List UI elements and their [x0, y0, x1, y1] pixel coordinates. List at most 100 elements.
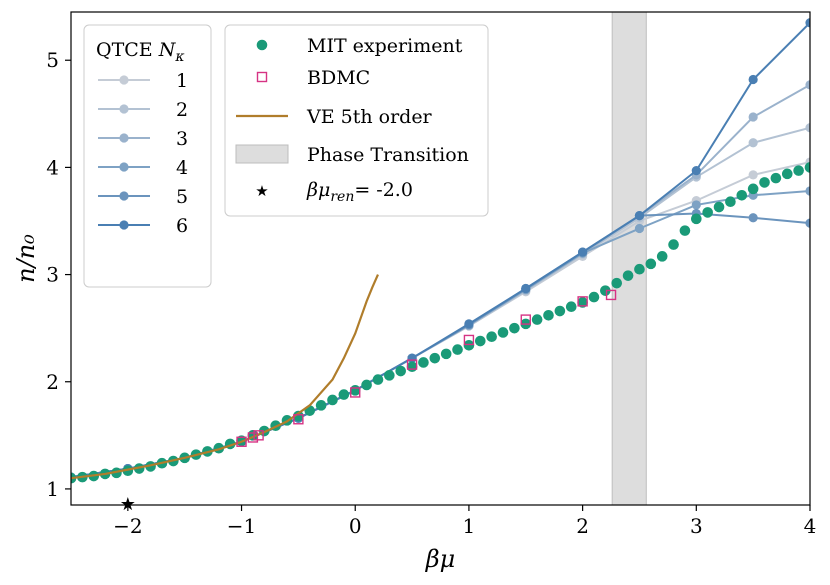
mit-point-28 — [384, 370, 395, 381]
qtce-point-3-12 — [748, 112, 758, 122]
qtce-point-4-13 — [805, 186, 810, 196]
mit-point-30 — [406, 361, 418, 373]
axes-frame — [70, 11, 811, 506]
mit-point-38 — [497, 327, 509, 338]
mit-point-50 — [634, 263, 645, 275]
qtce-legend-marker-2 — [119, 104, 129, 114]
qtce-point-3-13 — [805, 80, 810, 90]
qtce-point-6-6 — [407, 353, 417, 363]
legend-star-label-main: βμ — [306, 179, 330, 201]
mit-point-61 — [759, 177, 770, 188]
mit-point-51 — [645, 258, 657, 270]
x-tick-label-2: 0 — [349, 514, 362, 538]
qtce-point-6-7 — [464, 319, 474, 329]
qtce-point-6-10 — [634, 211, 645, 221]
legend-ve-label: VE 5th order — [306, 106, 433, 128]
mit-point-57 — [713, 201, 725, 213]
qtce-legend-title: QTCE Nκ — [96, 39, 185, 65]
legend-star-label-suffix: = -2.0 — [354, 179, 413, 201]
mit-point-48 — [611, 277, 623, 289]
mit-point-29 — [395, 365, 407, 377]
y-tick-label-0: 1 — [46, 477, 59, 501]
qtce-point-4-11 — [691, 200, 701, 210]
bdmc-point-0 — [236, 436, 247, 447]
mit-point-60 — [747, 183, 759, 195]
bdmc-point-3 — [293, 414, 304, 425]
mit-point-36 — [474, 335, 486, 347]
mit-point-32 — [429, 352, 441, 364]
mit-point-35 — [463, 340, 475, 351]
qtce-legend-marker-6 — [119, 220, 129, 230]
mit-point-22 — [315, 400, 327, 411]
mit-point-37 — [486, 331, 497, 343]
qtce-point-1-12 — [748, 170, 758, 180]
qtce-legend-label-1: 1 — [176, 70, 188, 92]
mit-point-56 — [702, 207, 713, 218]
mit-point-49 — [622, 270, 634, 281]
y-axis-label: n/n₀ — [12, 234, 40, 283]
mit-point-27 — [372, 374, 384, 385]
mit-point-24 — [338, 389, 350, 400]
mit-point-58 — [725, 196, 736, 207]
legend-star-label-sub: ren — [330, 189, 354, 205]
qtce-legend-marker-5 — [119, 191, 129, 201]
qtce-point-5-12 — [748, 213, 758, 223]
legend-phase-patch — [235, 144, 289, 164]
qtce-legend-label-6: 6 — [176, 215, 188, 237]
mit-point-25 — [349, 385, 361, 396]
qtce-legend-title-n: N — [158, 39, 177, 61]
qtce-legend-label-5: 5 — [176, 186, 188, 208]
qtce-legend-label-2: 2 — [176, 99, 188, 121]
legend-bdmc-marker — [256, 71, 268, 83]
mit-point-23 — [327, 394, 338, 406]
legend-star-label: βμren= -2.0 — [306, 179, 413, 205]
mit-point-59 — [736, 189, 748, 201]
qtce-legend-marker-1 — [119, 75, 129, 85]
bdmc-point-4 — [350, 387, 361, 398]
bdmc-point-5 — [406, 359, 418, 370]
legend-mit-label: MIT experiment — [307, 35, 463, 57]
mit-point-65 — [804, 162, 810, 173]
mit-point-62 — [770, 172, 782, 184]
mit-point-31 — [418, 357, 429, 368]
mit-point-41 — [531, 314, 543, 325]
x-axis-label: βμ — [425, 545, 455, 573]
mit-point-43 — [554, 305, 566, 317]
x-tick-label-4: 2 — [576, 514, 589, 538]
x-tick-label-3: 1 — [463, 514, 476, 538]
mit-point-64 — [793, 165, 804, 176]
x-tick-label-0: −2 — [113, 514, 142, 538]
mit-point-42 — [543, 310, 554, 321]
bdmc-point-6 — [463, 334, 475, 346]
legend-phase-label: Phase Transition — [307, 144, 469, 166]
qtce-point-6-13 — [805, 18, 810, 28]
qtce-point-6-12 — [748, 74, 758, 85]
mit-point-52 — [656, 251, 668, 262]
mit-point-34 — [452, 344, 463, 355]
qtce-legend-label-3: 3 — [176, 128, 188, 150]
qtce-point-6-9 — [578, 247, 588, 257]
mit-point-39 — [509, 322, 520, 334]
mit-point-26 — [361, 379, 372, 391]
y-tick-label-1: 2 — [46, 370, 59, 394]
y-tick-label-2: 3 — [46, 263, 59, 287]
x-tick-label-6: 4 — [804, 514, 817, 538]
qtce-legend-box — [83, 24, 212, 288]
ve-5th-order-line — [71, 274, 379, 480]
phase-transition-band — [611, 12, 647, 505]
qtce-point-5-13 — [805, 218, 810, 228]
qtce-point-6-8 — [521, 283, 531, 294]
mit-point-46 — [588, 291, 600, 303]
mit-point-45 — [577, 297, 588, 308]
axes: ★ −2 −1 0 1 2 3 4 1 2 3 4 5 βμ n/n₀ — [12, 11, 817, 573]
bdmc-point-1 — [247, 432, 259, 443]
qtce-legend-title-sub: κ — [174, 49, 184, 65]
legends: QTCE Nκ 1 2 3 4 5 6 MIT experiment BDMC VE 5th or… — [83, 24, 489, 288]
mit-point-63 — [781, 168, 793, 180]
legend-star-marker: ★ — [255, 182, 268, 200]
x-tick-label-1: −1 — [227, 514, 256, 538]
qtce-point-2-12 — [748, 138, 758, 148]
x-tick-label-5: 3 — [690, 514, 703, 538]
plot-area — [71, 12, 810, 505]
